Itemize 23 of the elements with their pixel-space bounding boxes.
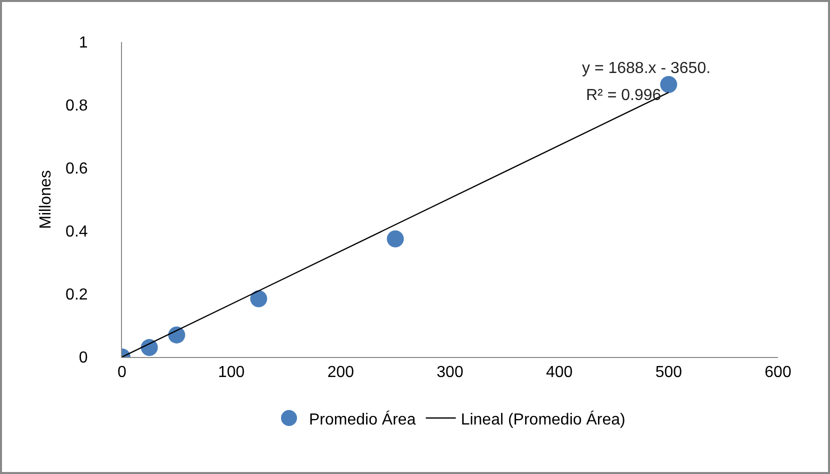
- annotation: R² = 0.996: [586, 87, 662, 104]
- legend-label: Promedio Área: [309, 410, 416, 428]
- y-tick-label: 1: [78, 34, 88, 52]
- point: [250, 290, 268, 308]
- x-tick-label: 500: [655, 364, 682, 382]
- point: [386, 230, 404, 248]
- y-tick-label: 0: [78, 350, 88, 367]
- x-tick-label: 300: [436, 364, 464, 382]
- y-tick-label: 0.2: [66, 286, 88, 304]
- annotation: y = 1688.x - 3650.: [582, 60, 711, 77]
- legend-label: Lineal (Promedio Área): [460, 410, 626, 428]
- point: [168, 326, 186, 344]
- x-tick-label: 400: [546, 364, 573, 382]
- point: [660, 76, 678, 94]
- y-tick-label: 0.6: [66, 160, 88, 178]
- x-tick-label: 200: [327, 364, 354, 382]
- x-tick-label: 0: [118, 364, 127, 382]
- x-tick-label: 600: [764, 364, 792, 382]
- x-tick-label: 100: [218, 364, 245, 382]
- point: [140, 339, 158, 356]
- y-axis-title: Millones: [37, 170, 54, 229]
- y-tick-label: 0.4: [66, 224, 88, 241]
- y-tick-label: 0.8: [66, 98, 88, 115]
